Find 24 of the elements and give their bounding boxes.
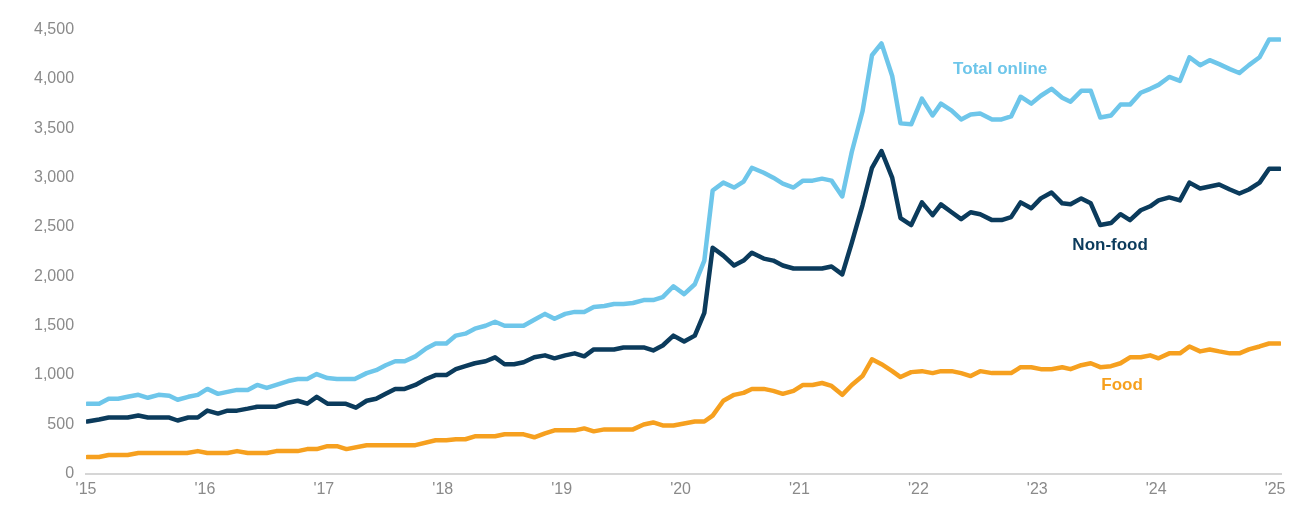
x-tick-label: '15 <box>75 479 97 497</box>
x-tick-label: '23 <box>1026 479 1048 497</box>
x-tick-label: '22 <box>907 479 929 497</box>
y-tick-label: 3,500 <box>33 118 75 136</box>
y-tick-label: 0 <box>65 464 75 482</box>
x-tick-label: '24 <box>1145 479 1167 497</box>
x-tick-label: '19 <box>551 479 573 497</box>
y-tick-label: 1,500 <box>33 316 75 334</box>
x-tick-label: '17 <box>313 479 335 497</box>
x-tick-label: '20 <box>670 479 692 497</box>
x-tick-label: '21 <box>789 479 810 497</box>
series-label: Total online <box>953 59 1048 79</box>
series-label: Non-food <box>1072 234 1148 254</box>
series-label: Food <box>1101 374 1143 394</box>
y-tick-label: 500 <box>47 414 75 432</box>
x-tick-label: '25 <box>1264 479 1286 497</box>
y-tick-label: 2,000 <box>33 266 75 284</box>
x-tick-label: '18 <box>432 479 454 497</box>
y-tick-label: 4,000 <box>33 69 75 87</box>
y-tick-label: 1,000 <box>33 365 75 383</box>
y-tick-label: 3,000 <box>33 168 75 186</box>
y-tick-label: 4,500 <box>33 20 75 38</box>
x-tick-label: '16 <box>194 479 216 497</box>
y-tick-label: 2,500 <box>33 217 75 235</box>
